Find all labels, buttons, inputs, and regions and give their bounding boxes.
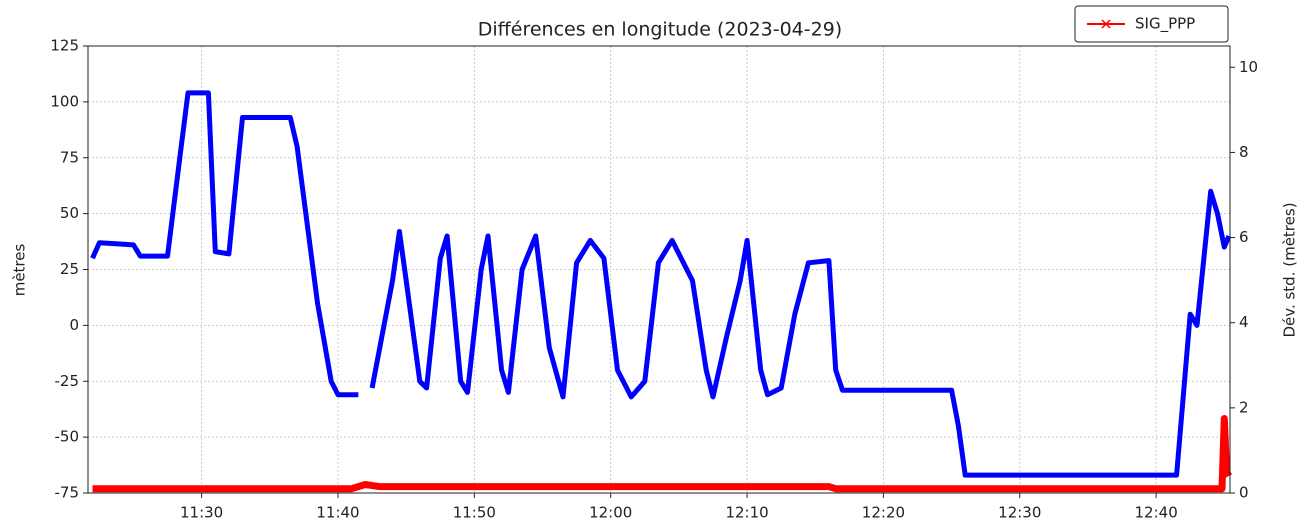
y-tick-label: 100 [50, 92, 79, 110]
y-tick-label: 0 [69, 316, 79, 334]
chart-title: Différences en longitude (2023-04-29) [478, 19, 842, 41]
plot-frame [87, 45, 1231, 494]
x-tick-label: 11:40 [316, 504, 359, 522]
series-line [90, 90, 1232, 478]
y2-tick-label: 8 [1239, 143, 1249, 161]
y2-tick-label: 4 [1239, 313, 1249, 331]
x-tick-label: 12:30 [998, 504, 1041, 522]
x-tick-label: 11:30 [180, 504, 223, 522]
y-tick-label: 125 [50, 37, 79, 55]
x-tick-label: 12:20 [862, 504, 905, 522]
legend-marker [1101, 19, 1111, 29]
y2-tick-label: 0 [1239, 484, 1249, 502]
legend-label: SIG_PPP [1135, 15, 1195, 34]
y-tick-label: -25 [55, 372, 80, 390]
y-tick-label: 50 [60, 204, 79, 222]
x-tick-label: 12:40 [1135, 504, 1178, 522]
series-line [92, 415, 1232, 493]
x-tick-label: 12:10 [725, 504, 768, 522]
y-axis-label: mètres [11, 244, 29, 297]
y-tick-label: 75 [60, 148, 79, 166]
y-tick-label: -75 [55, 484, 80, 502]
x-tick-label: 11:50 [453, 504, 496, 522]
y2-axis-label: Dév. std. (mètres) [1281, 202, 1299, 337]
y2-tick-label: 10 [1239, 58, 1258, 76]
x-tick-label: 12:00 [589, 504, 632, 522]
y-tick-label: 25 [60, 260, 79, 278]
y2-tick-label: 2 [1239, 398, 1249, 416]
legend-box [1074, 5, 1229, 43]
y-tick-label: -50 [55, 428, 80, 446]
y2-tick-label: 6 [1239, 228, 1249, 246]
